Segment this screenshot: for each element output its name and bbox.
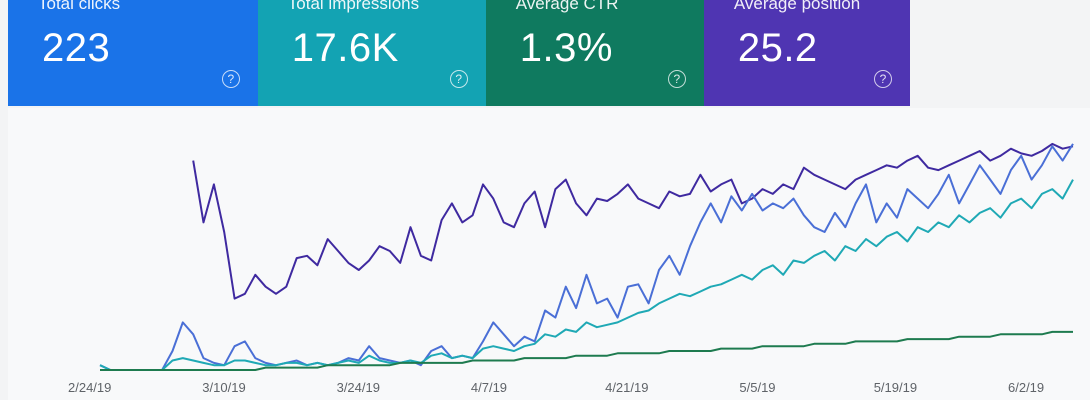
- total-impressions-label: Total impressions: [287, 0, 420, 13]
- help-icon[interactable]: ?: [221, 70, 240, 88]
- total-clicks-label: Total clicks: [38, 0, 121, 13]
- average-position-card[interactable]: Average position 25.2 ?: [703, 0, 910, 106]
- series-line-1: [99, 143, 1074, 371]
- average-position-value: 25.2: [737, 26, 818, 70]
- series-layer: [99, 142, 1074, 371]
- x-tick-label: 5/19/19: [874, 380, 917, 395]
- help-icon[interactable]: ?: [874, 70, 892, 88]
- series-line-0: [192, 142, 1074, 300]
- average-ctr-card[interactable]: Average CTR 1.3% ?: [485, 0, 704, 106]
- help-icon[interactable]: ?: [667, 70, 686, 88]
- metric-cards: Total clicks 223 ? Total impressions 17.…: [0, 0, 910, 108]
- x-tick-label: 6/2/19: [1008, 380, 1044, 395]
- x-tick-label: 3/10/19: [202, 380, 245, 395]
- total-clicks-card[interactable]: Total clicks 223 ?: [8, 0, 258, 106]
- average-ctr-label: Average CTR: [515, 0, 619, 13]
- average-ctr-value: 1.3%: [519, 26, 613, 70]
- series-line-2: [99, 179, 1074, 371]
- x-tick-label: 2/24/19: [68, 380, 111, 395]
- performance-line-chart: 2/24/19 3/10/19 3/24/19 4/7/19 4/21/19 5/5/19…: [68, 142, 1074, 395]
- x-tick-label: 5/5/19: [739, 380, 775, 395]
- total-clicks-value: 223: [42, 26, 111, 70]
- total-impressions-value: 17.6K: [291, 26, 399, 70]
- help-icon[interactable]: ?: [449, 70, 468, 88]
- x-tick-label: 3/24/19: [337, 380, 380, 395]
- x-axis-ticks: 2/24/19 3/10/19 3/24/19 4/7/19 4/21/19 5/5/19…: [68, 380, 1044, 395]
- x-tick-label: 4/7/19: [471, 380, 507, 395]
- average-position-label: Average position: [733, 0, 861, 13]
- series-line-3: [100, 330, 1073, 371]
- x-tick-label: 4/21/19: [605, 380, 648, 395]
- performance-chart-panel: 2/24/19 3/10/19 3/24/19 4/7/19 4/21/19 5/5/19…: [8, 108, 1090, 400]
- total-impressions-card[interactable]: Total impressions 17.6K ?: [257, 0, 486, 106]
